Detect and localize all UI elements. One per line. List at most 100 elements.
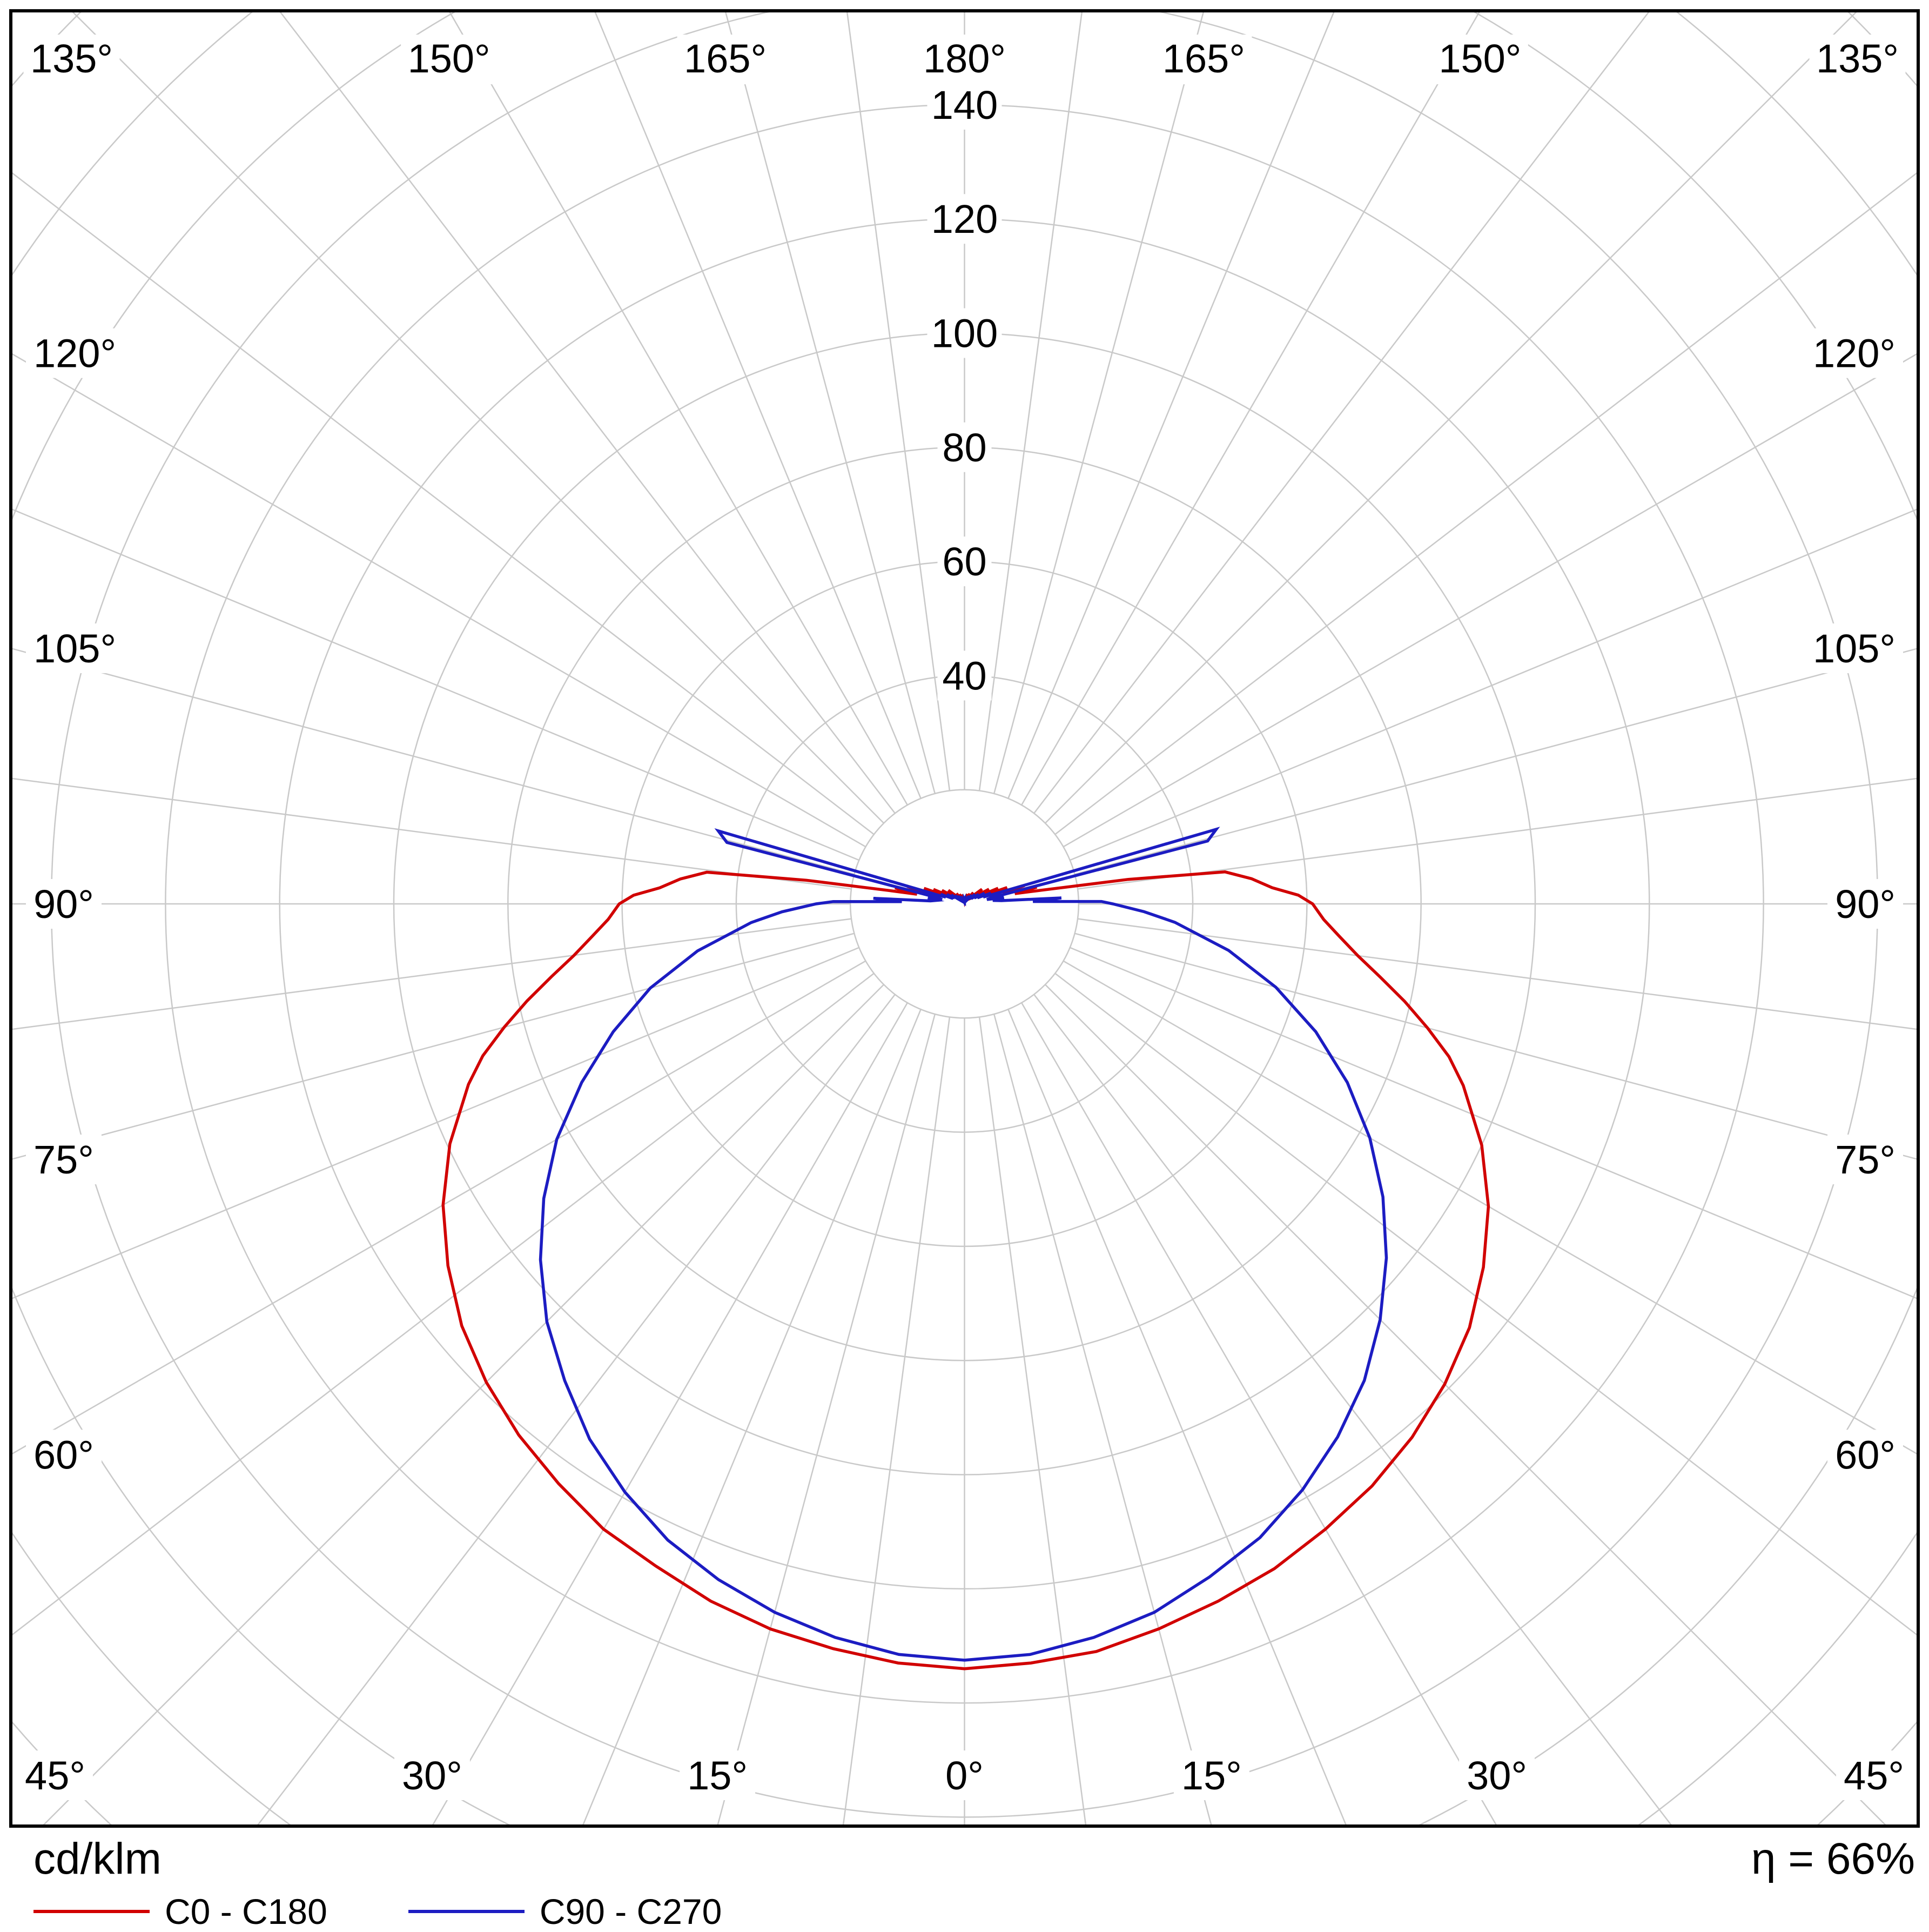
- grid-ray: [594, 12, 922, 799]
- radial-tick-label: 80: [942, 425, 986, 470]
- angle-label-bg: [1836, 1750, 1912, 1800]
- plot-border: [9, 9, 1920, 1828]
- angle-label: 45°: [1844, 1753, 1904, 1798]
- angle-label-bg: [1827, 879, 1903, 929]
- angle-label: 180°: [923, 36, 1006, 81]
- grid-ray: [12, 172, 875, 835]
- grid-ray: [43, 984, 884, 1824]
- angle-label-bg: [1173, 1750, 1249, 1800]
- angle-label: 150°: [1439, 36, 1521, 81]
- legend-item-c0-c180: C0 - C180: [33, 1891, 327, 1932]
- grid-ray: [12, 972, 875, 1635]
- angle-label-bg: [1155, 35, 1252, 84]
- angle-label: 105°: [33, 626, 116, 671]
- grid-ray: [725, 12, 936, 794]
- grid-ray: [1045, 12, 1857, 824]
- grid-ray: [1054, 972, 1917, 1635]
- angle-label: 0°: [945, 1753, 984, 1798]
- radial-tick-label: 40: [942, 653, 986, 698]
- angle-label: 75°: [33, 1137, 94, 1182]
- legend-label-c0-c180: C0 - C180: [165, 1891, 327, 1931]
- grid-ray: [1021, 12, 1480, 806]
- angle-label-bg: [1827, 1430, 1903, 1480]
- angle-label-bg: [677, 35, 774, 84]
- grid-ray: [432, 1002, 908, 1824]
- grid-ray: [1054, 172, 1917, 835]
- angle-label: 15°: [687, 1753, 748, 1798]
- grid-ray: [12, 648, 855, 875]
- angle-label-bg: [1459, 1750, 1535, 1800]
- angle-label: 90°: [33, 882, 94, 927]
- radial-tick-labels: 40 60 80 100 120 140: [927, 79, 1002, 701]
- angle-label-bg: [1809, 35, 1906, 84]
- angle-label: 45°: [25, 1753, 85, 1798]
- angle-label-bg: [26, 328, 122, 378]
- angle-label: 165°: [1162, 36, 1245, 81]
- angle-label-bg: [1431, 35, 1528, 84]
- angle-label: 120°: [1813, 331, 1896, 376]
- legend-item-c90-c270: C90 - C270: [408, 1891, 722, 1932]
- angle-label: 135°: [30, 36, 113, 81]
- angle-label-bg: [26, 1430, 102, 1480]
- grid-ray: [12, 777, 852, 890]
- grid-ray: [1033, 994, 1672, 1824]
- angle-label-bg: [1807, 623, 1903, 673]
- radial-tick-label: 100: [931, 311, 998, 356]
- grid-ray: [717, 1014, 936, 1824]
- grid-ray: [993, 12, 1204, 794]
- tick-label-bg: [927, 194, 1002, 244]
- angle-label: 150°: [408, 36, 490, 81]
- legend-label-c90-c270: C90 - C270: [539, 1891, 722, 1931]
- angle-label-bg: [680, 1750, 756, 1800]
- grid-ray: [582, 1009, 922, 1824]
- grid-ray: [978, 12, 1083, 791]
- grid-ray: [257, 994, 896, 1824]
- legend-line-blue: [408, 1910, 525, 1913]
- grid-ray: [1007, 12, 1335, 799]
- curve-c90-c270: [539, 827, 1388, 1662]
- grid-ray: [72, 12, 884, 824]
- grid-ray: [449, 12, 908, 806]
- angle-label: 135°: [1816, 36, 1899, 81]
- angle-label: 60°: [1835, 1432, 1896, 1477]
- angle-label: 120°: [33, 331, 116, 376]
- angle-labels: 0° 15° 15° 30° 30° 45° 45° 60° 60° 75° 75° 90° 90° 10…: [17, 35, 1912, 1800]
- angle-label: 30°: [402, 1753, 462, 1798]
- angle-label-bg: [916, 35, 1013, 84]
- angle-label-bg: [1807, 328, 1903, 378]
- legend-line-red: [33, 1910, 150, 1913]
- grid-ray: [12, 933, 855, 1160]
- tick-label-bg: [937, 650, 992, 701]
- tick-label-bg: [927, 308, 1002, 358]
- grid-ray: [1063, 353, 1917, 848]
- radial-tick-label: 120: [931, 197, 998, 242]
- intensity-curves: [441, 827, 1490, 1671]
- tick-label-bg: [937, 536, 992, 587]
- angle-label: 30°: [1467, 1753, 1527, 1798]
- angle-label-bg: [1827, 1135, 1903, 1185]
- angle-label: 15°: [1181, 1753, 1242, 1798]
- radial-tick-label: 140: [931, 83, 998, 128]
- grid-ray: [12, 960, 866, 1455]
- angle-label: 60°: [33, 1432, 94, 1477]
- angle-label: 75°: [1835, 1137, 1896, 1182]
- grid-ray: [1007, 1009, 1347, 1824]
- angle-label: 90°: [1835, 882, 1896, 927]
- grid-ray: [12, 353, 866, 848]
- angle-label-bg: [17, 1750, 93, 1800]
- grid-ray: [846, 12, 951, 791]
- angle-label-bg: [26, 879, 102, 929]
- grid-ray: [1045, 984, 1886, 1824]
- angle-label-bg: [394, 1750, 470, 1800]
- angle-label-bg: [401, 35, 498, 84]
- grid-ray: [1063, 960, 1917, 1455]
- grid-ray: [1021, 1002, 1497, 1824]
- angle-label-bg: [937, 1750, 992, 1800]
- legend: C0 - C180 C90 - C270: [33, 1891, 722, 1932]
- grid-ray: [1074, 933, 1917, 1160]
- angle-label: 105°: [1813, 626, 1896, 671]
- angle-label-bg: [26, 1135, 102, 1185]
- grid-ray: [993, 1014, 1212, 1824]
- radial-tick-label: 60: [942, 539, 986, 584]
